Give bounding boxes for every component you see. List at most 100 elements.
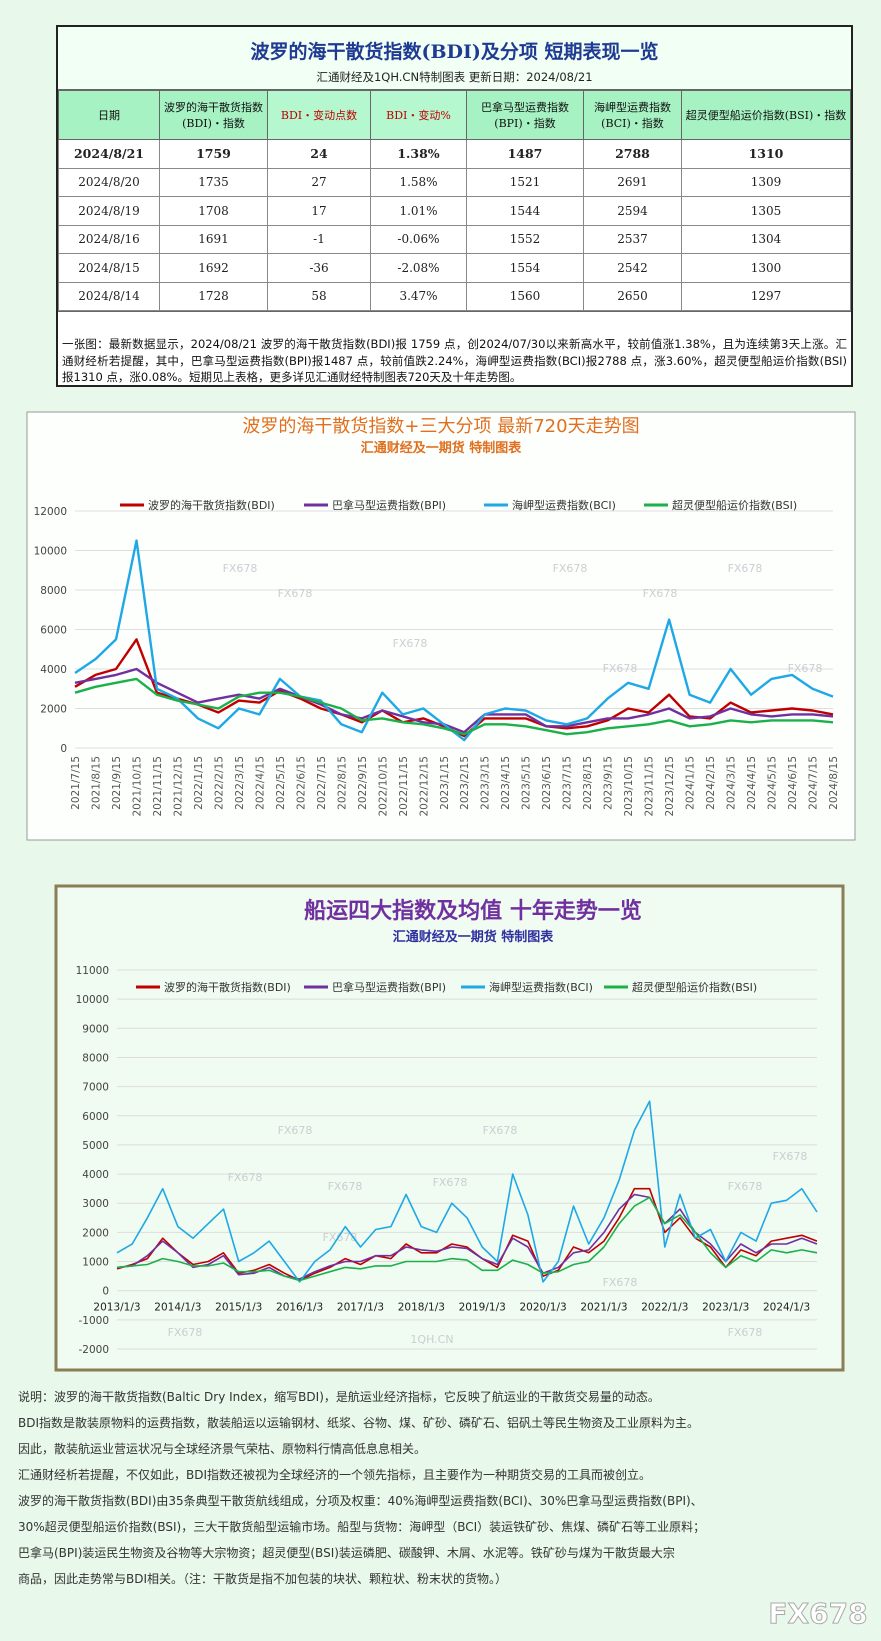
x-tick-label: 2019/1/3: [459, 1302, 506, 1314]
watermark: FX678: [788, 662, 823, 675]
x-tick-label: 2023/8/15: [582, 756, 594, 810]
table-cell: 1544: [466, 196, 584, 226]
watermark: FX678: [773, 1150, 808, 1163]
table-cell: 2024/8/20: [58, 167, 160, 197]
table-cell: 1560: [466, 281, 584, 311]
watermark: FX678: [603, 662, 638, 675]
watermark: FX678: [643, 587, 678, 600]
y-tick-label: 5000: [82, 1140, 109, 1152]
column-header: 海岬型运费指数(BCI)・指数: [583, 90, 682, 140]
explanation-line: 商品，因此走势常与BDI相关。（注：干散货是指不加包装的块状、颗粒状、粉末状的货…: [18, 1572, 508, 1586]
explanation-line: BDI指数是散装原物料的运费指数，散装船运以运输钢材、纸浆、谷物、煤、矿砂、磷矿…: [18, 1416, 700, 1430]
table-cell: 2542: [583, 253, 682, 283]
legend-label: 海岬型运费指数(BCI): [512, 498, 616, 512]
x-tick-label: 2023/4/15: [500, 756, 512, 810]
x-tick-label: 2024/7/15: [808, 756, 820, 810]
x-tick-label: 2024/1/15: [685, 756, 697, 810]
x-tick-label: 2022/10/15: [377, 756, 389, 817]
watermark: FX678: [393, 637, 428, 650]
x-tick-label: 2024/3/15: [726, 756, 738, 810]
x-tick-label: 2024/1/3: [763, 1302, 810, 1314]
x-tick-label: 2023/7/15: [562, 756, 574, 810]
x-tick-label: 2023/1/3: [702, 1302, 749, 1314]
watermark: FX678: [433, 1176, 468, 1189]
table-cell: 2024/8/19: [58, 196, 160, 226]
column-header: 超灵便型船运价指数(BSI)・指数: [681, 90, 851, 140]
table-cell: 1310: [681, 139, 851, 169]
legend-label: 巴拿马型运费指数(BPI): [332, 498, 446, 512]
watermark: 1QH.CN: [410, 1333, 453, 1346]
table-cell: 1297: [681, 281, 851, 311]
table-cell: 1300: [681, 253, 851, 283]
legend-label: 海岬型运费指数(BCI): [489, 980, 593, 994]
column-header: BDI・变动%: [370, 90, 467, 140]
watermark: FX678: [223, 562, 258, 575]
series-line: [74, 677, 834, 736]
x-tick-label: 2021/8/15: [90, 756, 102, 810]
column-header: 波罗的海干散货指数(BDI)・指数: [159, 90, 268, 140]
table-cell: -36: [267, 253, 371, 283]
x-tick-label: 2022/11/15: [398, 756, 410, 817]
table-cell: 2691: [583, 167, 682, 197]
explanation: 说明：波罗的海干散货指数(Baltic Dry Index，缩写BDI)，是航运…: [18, 1384, 868, 1592]
watermark: FX678: [278, 1124, 313, 1137]
table-cell: 27: [267, 167, 371, 197]
x-tick-label: 2022/3/15: [234, 756, 246, 810]
y-tick-label: 2000: [40, 704, 67, 716]
y-tick-label: 10000: [76, 994, 109, 1006]
x-tick-label: 2022/1/3: [641, 1302, 688, 1314]
watermark: FX678: [278, 587, 313, 600]
x-tick-label: 2023/12/15: [664, 756, 676, 817]
y-tick-label: -2000: [78, 1344, 109, 1356]
legend-label: 波罗的海干散货指数(BDI): [148, 498, 275, 512]
table-cell: -1: [267, 224, 371, 254]
table-cell: 1.01%: [370, 196, 467, 226]
table-cell: -0.06%: [370, 224, 467, 254]
x-tick-label: 2022/5/15: [275, 756, 287, 810]
x-tick-label: 2024/8/15: [828, 756, 840, 810]
y-tick-label: 11000: [76, 965, 109, 977]
column-header: BDI・变动点数: [267, 90, 371, 140]
series-line: [74, 667, 834, 734]
summary-note: 一张图：最新数据显示，2024/08/21 波罗的海干散货指数(BDI)报 17…: [58, 311, 851, 386]
table-row: 2024/8/20 1735 27 1.58% 1521 2691 1309: [58, 167, 851, 197]
table-row: 2024/8/16 1691 -1 -0.06% 1552 2537 1304: [58, 224, 851, 254]
y-tick-label: 7000: [82, 1082, 109, 1094]
x-tick-label: 2021/11/15: [152, 756, 164, 817]
y-tick-label: -1000: [78, 1315, 109, 1327]
table-cell: 1708: [159, 196, 268, 226]
column-header: 巴拿马型运费指数(BPI)・指数: [466, 90, 584, 140]
x-tick-label: 2022/8/15: [336, 756, 348, 810]
table-cell: 2537: [583, 224, 682, 254]
table-row: 2024/8/21 1759 24 1.38% 1487 2788 1310: [58, 139, 851, 169]
chart-frame: [54, 884, 845, 1372]
watermark: FX678: [728, 1180, 763, 1193]
chart-subtitle: 汇通财经及一期货 特制图表: [361, 440, 523, 456]
table-cell: 1304: [681, 224, 851, 254]
table-cell: 58: [267, 281, 371, 311]
x-tick-label: 2018/1/3: [398, 1302, 445, 1314]
y-tick-label: 4000: [40, 664, 67, 676]
watermark: FX678: [728, 562, 763, 575]
table-cell: 24: [267, 139, 371, 169]
x-tick-label: 2021/7/15: [70, 756, 82, 810]
table-cell: 1552: [466, 224, 584, 254]
y-tick-label: 6000: [82, 1111, 109, 1123]
table-cell: 2650: [583, 281, 682, 311]
y-tick-label: 3000: [82, 1198, 109, 1210]
table-cell: 1305: [681, 196, 851, 226]
series-line: [116, 1100, 818, 1283]
x-tick-label: 2023/5/15: [521, 756, 533, 810]
table-cell: 3.47%: [370, 281, 467, 311]
table-cell: 1728: [159, 281, 268, 311]
table-cell: 1.58%: [370, 167, 467, 197]
chart-title: 船运四大指数及均值 十年走势一览: [304, 898, 642, 924]
table-cell: 1.38%: [370, 139, 467, 169]
y-tick-label: 4000: [82, 1169, 109, 1181]
table-cell: 17: [267, 196, 371, 226]
explanation-line: 因此，散装航运业营运状况与全球经济景气荣枯、原物料行情高低息息相关。: [18, 1442, 427, 1456]
column-header: 日期: [58, 90, 160, 140]
table-cell: 2788: [583, 139, 682, 169]
x-tick-label: 2022/12/15: [418, 756, 430, 817]
table-cell: 2024/8/14: [58, 281, 160, 311]
